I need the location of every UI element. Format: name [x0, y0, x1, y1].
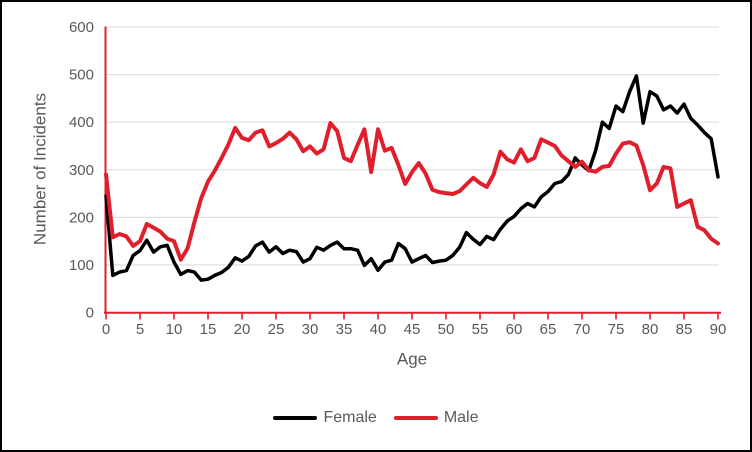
x-ticks: 0 5 10 15 20 25 30 35 40 45 50 55 60 65 70 75 80 85 90 — [102, 313, 727, 338]
gridlines — [105, 26, 719, 266]
x-tick-label: 85 — [676, 321, 693, 338]
x-tick-label: 80 — [642, 321, 659, 338]
y-tick-label: 500 — [69, 67, 94, 84]
x-tick-label: 60 — [506, 321, 523, 338]
legend-label-female: Female — [323, 409, 377, 426]
male-series-line — [104, 121, 720, 262]
x-tick-label: 0 — [102, 321, 110, 338]
x-tick-label: 70 — [574, 321, 591, 338]
y-tick-label: 300 — [69, 162, 94, 179]
x-tick-label: 50 — [438, 321, 455, 338]
y-tick-label: 0 — [86, 305, 94, 322]
x-tick-label: 35 — [336, 321, 353, 338]
x-tick-label: 10 — [166, 321, 183, 338]
legend-item-female: Female — [273, 409, 377, 426]
female-line-swatch — [273, 416, 318, 420]
y-tick-label: 200 — [69, 209, 94, 226]
x-tick-label: 30 — [302, 321, 319, 338]
female-series-line — [104, 74, 720, 282]
x-tick-label: 90 — [710, 321, 727, 338]
legend: Female Male — [2, 410, 750, 426]
x-tick-label: 65 — [540, 321, 557, 338]
x-tick-label: 15 — [200, 321, 217, 338]
legend-label-male: Male — [443, 409, 479, 426]
x-axis-title: Age — [396, 349, 428, 369]
y-tick-label: 400 — [69, 114, 94, 131]
x-tick-label: 20 — [234, 321, 251, 338]
x-tick-label: 5 — [136, 321, 144, 338]
x-tick-label: 25 — [268, 321, 285, 338]
x-tick-label: 55 — [472, 321, 489, 338]
legend-item-male: Male — [393, 409, 479, 426]
male-line-swatch — [393, 416, 438, 420]
y-tick-label: 100 — [69, 257, 94, 274]
y-tick-label: 600 — [69, 19, 94, 36]
x-tick-label: 75 — [608, 321, 625, 338]
x-tick-label: 45 — [404, 321, 421, 338]
y-tick-labels: 0 100 200 300 400 500 600 — [69, 19, 94, 322]
y-axis-title: Number of Incidents — [30, 92, 50, 246]
x-tick-label: 40 — [370, 321, 387, 338]
